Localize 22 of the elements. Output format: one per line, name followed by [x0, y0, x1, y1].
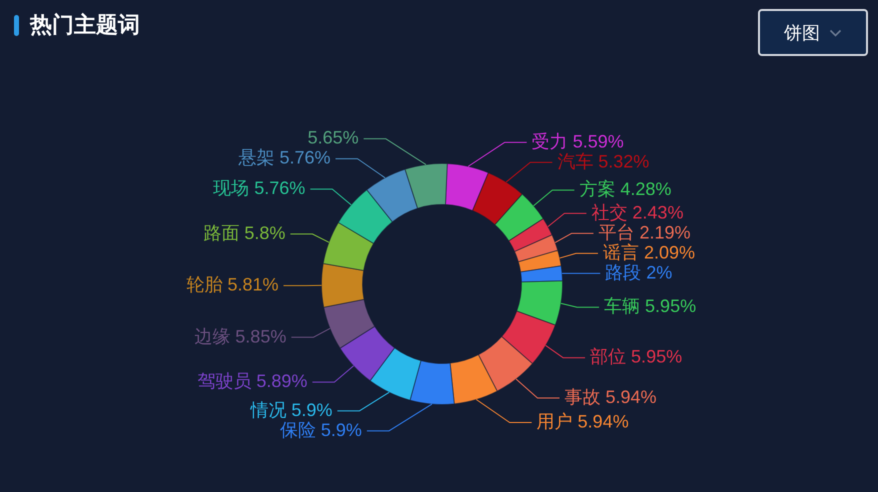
data-label: 5.65%: [308, 128, 359, 148]
slice-label: 谣言 2.09%: [602, 242, 696, 262]
slice-label: 保险 5.9%: [280, 420, 362, 440]
slice-label: 受力 5.59%: [532, 131, 624, 152]
slice-label: 部位 5.95%: [590, 346, 682, 367]
slice-label: 路段 2%: [605, 262, 672, 282]
slice-label: 用户 5.94%: [536, 411, 629, 432]
chart-title: 热门主题词: [30, 12, 140, 38]
slice-label: 平台 2.19%: [598, 222, 690, 242]
slice-label: 轮胎 5.81%: [186, 274, 279, 295]
slice-label: 车辆 5.95%: [604, 296, 696, 316]
slice-label: 汽车 5.32%: [557, 151, 650, 172]
slice-label: 路面 5.8%: [203, 222, 286, 243]
slice-label: 情况 5.9%: [249, 400, 332, 420]
slice-label: 社交 2.43%: [591, 202, 684, 222]
dropdown[interactable]: 饼图: [758, 9, 868, 56]
slice-label: 驾驶员 5.89%: [197, 371, 308, 392]
slice-label: 方案 4.28%: [579, 179, 672, 200]
slice-label: 悬架 5.76%: [237, 148, 331, 168]
slice-label: 事故 5.94%: [564, 386, 657, 407]
slice-label: 边缘 5.85%: [194, 326, 286, 346]
slice-label: 现场 5.76%: [213, 178, 306, 198]
